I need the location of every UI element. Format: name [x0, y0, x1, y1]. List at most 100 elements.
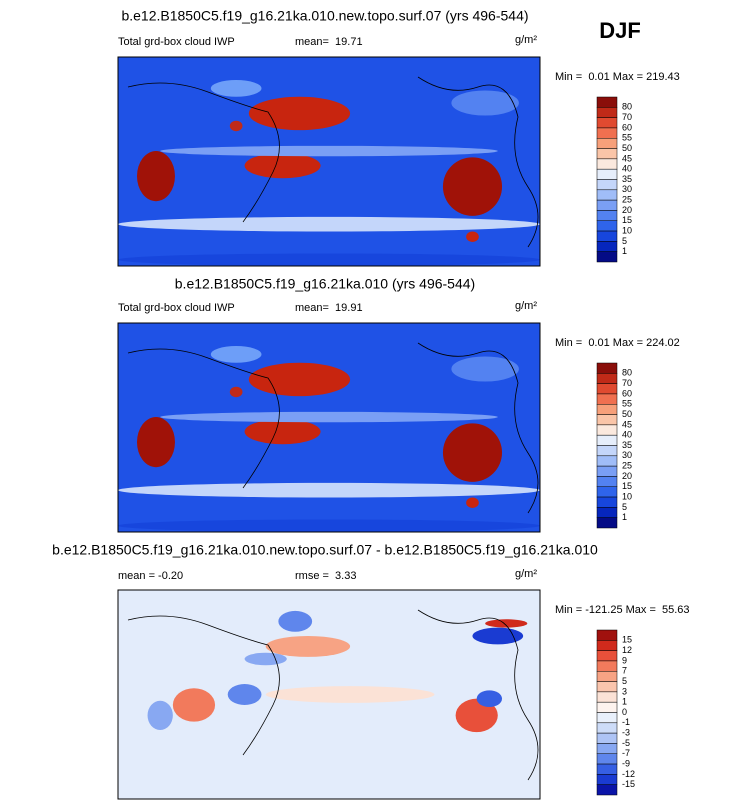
colorbar-label: 15: [622, 481, 632, 491]
colorbar-box: [596, 199, 618, 211]
variable-label: Total grd-box cloud IWP: [118, 36, 235, 48]
mean-label: mean= 19.71: [295, 36, 363, 48]
colorbar-label: 12: [622, 645, 632, 655]
colorbar-label: -15: [622, 779, 635, 789]
colorbar-label: 20: [622, 471, 632, 481]
field-contour: [147, 700, 173, 731]
field-contour: [278, 610, 313, 632]
field-contour: [210, 79, 262, 97]
mean-label: mean= 19.91: [295, 302, 363, 314]
colorbar-label: 20: [622, 205, 632, 215]
min-max-label: Min = -121.25 Max = 55.63: [555, 604, 690, 616]
colorbar-box: [596, 465, 618, 477]
colorbar-label: 35: [622, 174, 632, 184]
map: [117, 589, 541, 800]
map-frame: [117, 56, 541, 267]
colorbar-box: [596, 127, 618, 139]
map-frame: [117, 589, 541, 800]
colorbar-box: [596, 763, 618, 775]
coastline: [127, 342, 539, 514]
map-frame: [117, 322, 541, 533]
colorbar-label: 5: [622, 502, 627, 512]
colorbar-label: 25: [622, 461, 632, 471]
colorbar-label: -12: [622, 769, 635, 779]
colorbar-label: 10: [622, 225, 632, 235]
field-contour: [248, 96, 351, 131]
coastline: [127, 76, 539, 248]
field-contour: [160, 145, 498, 157]
units-label: g/m²: [515, 34, 537, 46]
colorbar-box: [596, 507, 618, 518]
field-contour: [160, 411, 498, 423]
colorbar-box: [596, 230, 618, 242]
field-contour: [248, 362, 351, 397]
colorbar-box: [596, 158, 618, 170]
colorbar-box: [596, 96, 618, 108]
colorbar-label: -5: [622, 738, 630, 748]
colorbar-label: 1: [622, 246, 627, 256]
colorbar-box: [596, 373, 618, 384]
colorbar-box: [596, 774, 618, 785]
colorbar-box: [596, 251, 618, 263]
colorbar-box: [596, 496, 618, 508]
colorbar-label: 35: [622, 440, 632, 450]
colorbar-box: [596, 445, 618, 457]
colorbar-box: [596, 210, 618, 221]
units-label: g/m²: [515, 568, 537, 580]
field-contour: [118, 482, 540, 498]
colorbar-box: [596, 671, 618, 682]
map: [117, 322, 541, 533]
colorbar-box: [596, 712, 618, 724]
colorbar-label: 25: [622, 195, 632, 205]
colorbar-label: 15: [622, 635, 632, 645]
colorbar-label: 80: [622, 102, 632, 112]
colorbar-label: 1: [622, 697, 627, 707]
colorbar-box: [596, 476, 618, 487]
field-contour: [265, 635, 351, 657]
colorbar-label: 5: [622, 676, 627, 686]
colorbar-label: 50: [622, 409, 632, 419]
colorbar-label: 0: [622, 707, 627, 717]
field-contour: [442, 157, 503, 216]
min-max-label: Min = 0.01 Max = 224.02: [555, 337, 680, 349]
colorbar-box: [596, 486, 618, 498]
coastline: [127, 609, 539, 781]
rmse-label: rmse = 3.33: [295, 570, 356, 582]
colorbar-label: 40: [622, 430, 632, 440]
field-contour: [466, 497, 479, 508]
colorbar-box: [596, 148, 618, 160]
colorbar-label: 5: [622, 236, 627, 246]
field-contour: [451, 356, 519, 382]
colorbar-box: [596, 138, 618, 149]
colorbar-box: [596, 743, 618, 754]
field-contour: [455, 698, 498, 733]
colorbar-label: 9: [622, 655, 627, 665]
colorbar-box: [596, 404, 618, 415]
colorbar-box: [596, 681, 618, 693]
colorbar-box: [596, 179, 618, 191]
field-contour: [229, 120, 243, 132]
field-contour: [118, 253, 540, 266]
colorbar-label: 55: [622, 399, 632, 409]
colorbar-label: -1: [622, 717, 630, 727]
colorbar-box: [596, 784, 618, 796]
colorbar-box: [596, 168, 618, 180]
min-max-label: Min = 0.01 Max = 219.43: [555, 71, 680, 83]
colorbar-box: [596, 393, 618, 405]
colorbar-box: [596, 701, 618, 713]
colorbar-box: [596, 650, 618, 662]
colorbar-label: 15: [622, 215, 632, 225]
panel-title: b.e12.B1850C5.f19_g16.21ka.010 (yrs 496-…: [175, 276, 475, 292]
colorbar-label: 45: [622, 153, 632, 163]
field-contour: [227, 684, 262, 705]
colorbar-box: [596, 660, 618, 672]
colorbar-box: [596, 383, 618, 395]
colorbar-box: [596, 732, 618, 744]
field-contour: [172, 688, 216, 722]
colorbar-box: [596, 220, 618, 232]
field-contour: [118, 216, 540, 232]
field-contour: [466, 231, 479, 242]
field-contour: [118, 519, 540, 532]
colorbar-box: [596, 517, 618, 529]
